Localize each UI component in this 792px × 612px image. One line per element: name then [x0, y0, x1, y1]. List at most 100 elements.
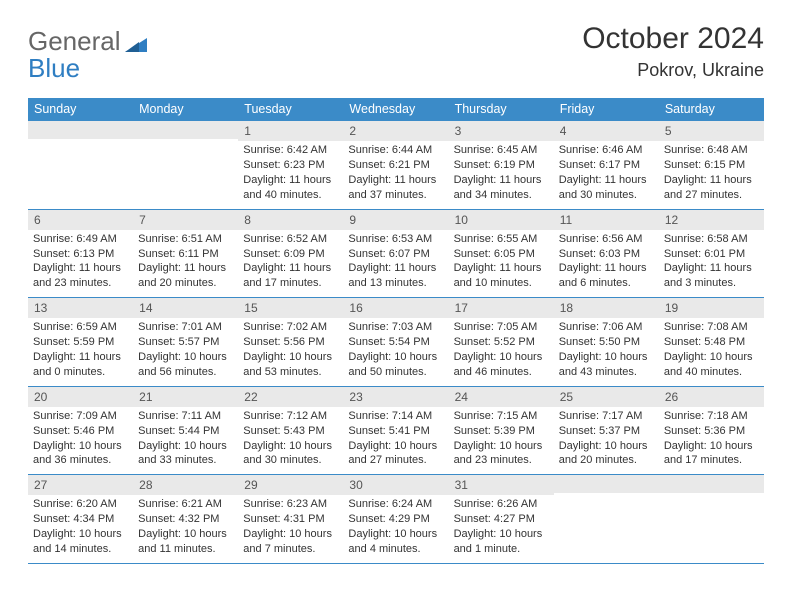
week-row: 13Sunrise: 6:59 AMSunset: 5:59 PMDayligh…: [28, 297, 764, 386]
daylight-text: Daylight: 11 hours and 27 minutes.: [664, 173, 759, 203]
title-block: October 2024 Pokrov, Ukraine: [582, 22, 764, 81]
sunrise-text: Sunrise: 7:08 AM: [664, 320, 759, 335]
location: Pokrov, Ukraine: [582, 60, 764, 81]
weeks-container: 1Sunrise: 6:42 AMSunset: 6:23 PMDaylight…: [28, 120, 764, 563]
day-body: Sunrise: 6:45 AMSunset: 6:19 PMDaylight:…: [449, 141, 554, 208]
day-cell: 27Sunrise: 6:20 AMSunset: 4:34 PMDayligh…: [28, 475, 133, 563]
daylight-text: Daylight: 10 hours and 1 minute.: [454, 527, 549, 557]
day-cell: 31Sunrise: 6:26 AMSunset: 4:27 PMDayligh…: [449, 475, 554, 563]
sunrise-text: Sunrise: 7:18 AM: [664, 409, 759, 424]
sunset-text: Sunset: 6:17 PM: [559, 158, 654, 173]
brand-logo: GeneralBlue: [28, 26, 147, 84]
sunrise-text: Sunrise: 7:11 AM: [138, 409, 233, 424]
sunset-text: Sunset: 5:56 PM: [243, 335, 338, 350]
sunset-text: Sunset: 6:23 PM: [243, 158, 338, 173]
day-cell: 4Sunrise: 6:46 AMSunset: 6:17 PMDaylight…: [554, 121, 659, 209]
day-number: [133, 121, 238, 139]
sunrise-text: Sunrise: 6:58 AM: [664, 232, 759, 247]
calendar-grid: Sunday Monday Tuesday Wednesday Thursday…: [28, 98, 764, 564]
sunrise-text: Sunrise: 7:02 AM: [243, 320, 338, 335]
sunrise-text: Sunrise: 6:24 AM: [348, 497, 443, 512]
day-number: 22: [238, 387, 343, 407]
day-cell: 6Sunrise: 6:49 AMSunset: 6:13 PMDaylight…: [28, 210, 133, 298]
daylight-text: Daylight: 11 hours and 23 minutes.: [33, 261, 128, 291]
day-number: 21: [133, 387, 238, 407]
daylight-text: Daylight: 10 hours and 33 minutes.: [138, 439, 233, 469]
sunset-text: Sunset: 5:52 PM: [454, 335, 549, 350]
sunrise-text: Sunrise: 7:14 AM: [348, 409, 443, 424]
day-body: Sunrise: 6:59 AMSunset: 5:59 PMDaylight:…: [28, 318, 133, 385]
day-body: Sunrise: 7:14 AMSunset: 5:41 PMDaylight:…: [343, 407, 448, 474]
week-row: 20Sunrise: 7:09 AMSunset: 5:46 PMDayligh…: [28, 386, 764, 475]
daylight-text: Daylight: 10 hours and 46 minutes.: [454, 350, 549, 380]
sunrise-text: Sunrise: 7:03 AM: [348, 320, 443, 335]
daylight-text: Daylight: 11 hours and 17 minutes.: [243, 261, 338, 291]
day-number: 17: [449, 298, 554, 318]
sunset-text: Sunset: 6:01 PM: [664, 247, 759, 262]
dow-tuesday: Tuesday: [238, 98, 343, 120]
sunset-text: Sunset: 5:54 PM: [348, 335, 443, 350]
day-body: Sunrise: 6:58 AMSunset: 6:01 PMDaylight:…: [659, 230, 764, 297]
day-body: Sunrise: 6:55 AMSunset: 6:05 PMDaylight:…: [449, 230, 554, 297]
day-number: 4: [554, 121, 659, 141]
sunset-text: Sunset: 5:41 PM: [348, 424, 443, 439]
day-number: 25: [554, 387, 659, 407]
sunrise-text: Sunrise: 7:05 AM: [454, 320, 549, 335]
day-number: 24: [449, 387, 554, 407]
day-body: Sunrise: 6:23 AMSunset: 4:31 PMDaylight:…: [238, 495, 343, 562]
sunset-text: Sunset: 6:05 PM: [454, 247, 549, 262]
month-title: October 2024: [582, 22, 764, 56]
dow-thursday: Thursday: [449, 98, 554, 120]
day-cell: 26Sunrise: 7:18 AMSunset: 5:36 PMDayligh…: [659, 387, 764, 475]
day-number: 3: [449, 121, 554, 141]
day-body: Sunrise: 7:15 AMSunset: 5:39 PMDaylight:…: [449, 407, 554, 474]
sunset-text: Sunset: 6:03 PM: [559, 247, 654, 262]
sunset-text: Sunset: 6:07 PM: [348, 247, 443, 262]
sunrise-text: Sunrise: 6:20 AM: [33, 497, 128, 512]
day-body: Sunrise: 7:17 AMSunset: 5:37 PMDaylight:…: [554, 407, 659, 474]
day-number: 19: [659, 298, 764, 318]
daylight-text: Daylight: 10 hours and 36 minutes.: [33, 439, 128, 469]
day-number: 13: [28, 298, 133, 318]
day-body: Sunrise: 7:11 AMSunset: 5:44 PMDaylight:…: [133, 407, 238, 474]
day-number: 1: [238, 121, 343, 141]
day-number: 27: [28, 475, 133, 495]
day-cell: 7Sunrise: 6:51 AMSunset: 6:11 PMDaylight…: [133, 210, 238, 298]
day-body: Sunrise: 6:24 AMSunset: 4:29 PMDaylight:…: [343, 495, 448, 562]
day-body: Sunrise: 6:20 AMSunset: 4:34 PMDaylight:…: [28, 495, 133, 562]
day-number: 23: [343, 387, 448, 407]
sunrise-text: Sunrise: 6:23 AM: [243, 497, 338, 512]
day-body: Sunrise: 6:21 AMSunset: 4:32 PMDaylight:…: [133, 495, 238, 562]
day-body: Sunrise: 7:09 AMSunset: 5:46 PMDaylight:…: [28, 407, 133, 474]
day-cell: 13Sunrise: 6:59 AMSunset: 5:59 PMDayligh…: [28, 298, 133, 386]
sunrise-text: Sunrise: 7:17 AM: [559, 409, 654, 424]
sunset-text: Sunset: 5:37 PM: [559, 424, 654, 439]
day-body: Sunrise: 7:18 AMSunset: 5:36 PMDaylight:…: [659, 407, 764, 474]
sunset-text: Sunset: 6:21 PM: [348, 158, 443, 173]
day-cell: 9Sunrise: 6:53 AMSunset: 6:07 PMDaylight…: [343, 210, 448, 298]
day-body: Sunrise: 6:46 AMSunset: 6:17 PMDaylight:…: [554, 141, 659, 208]
day-body: Sunrise: 7:05 AMSunset: 5:52 PMDaylight:…: [449, 318, 554, 385]
day-cell: 20Sunrise: 7:09 AMSunset: 5:46 PMDayligh…: [28, 387, 133, 475]
sunset-text: Sunset: 5:48 PM: [664, 335, 759, 350]
day-body: Sunrise: 7:06 AMSunset: 5:50 PMDaylight:…: [554, 318, 659, 385]
day-number: 6: [28, 210, 133, 230]
sunrise-text: Sunrise: 6:48 AM: [664, 143, 759, 158]
day-cell: 8Sunrise: 6:52 AMSunset: 6:09 PMDaylight…: [238, 210, 343, 298]
day-cell: 5Sunrise: 6:48 AMSunset: 6:15 PMDaylight…: [659, 121, 764, 209]
sunset-text: Sunset: 5:46 PM: [33, 424, 128, 439]
day-cell-empty: [28, 121, 133, 209]
daylight-text: Daylight: 10 hours and 43 minutes.: [559, 350, 654, 380]
dow-monday: Monday: [133, 98, 238, 120]
day-cell: 17Sunrise: 7:05 AMSunset: 5:52 PMDayligh…: [449, 298, 554, 386]
daylight-text: Daylight: 11 hours and 37 minutes.: [348, 173, 443, 203]
day-cell: 10Sunrise: 6:55 AMSunset: 6:05 PMDayligh…: [449, 210, 554, 298]
sunrise-text: Sunrise: 6:26 AM: [454, 497, 549, 512]
sunset-text: Sunset: 5:39 PM: [454, 424, 549, 439]
dow-sunday: Sunday: [28, 98, 133, 120]
sunset-text: Sunset: 6:09 PM: [243, 247, 338, 262]
day-cell: 1Sunrise: 6:42 AMSunset: 6:23 PMDaylight…: [238, 121, 343, 209]
sunrise-text: Sunrise: 7:15 AM: [454, 409, 549, 424]
day-cell: 16Sunrise: 7:03 AMSunset: 5:54 PMDayligh…: [343, 298, 448, 386]
day-body: Sunrise: 7:03 AMSunset: 5:54 PMDaylight:…: [343, 318, 448, 385]
